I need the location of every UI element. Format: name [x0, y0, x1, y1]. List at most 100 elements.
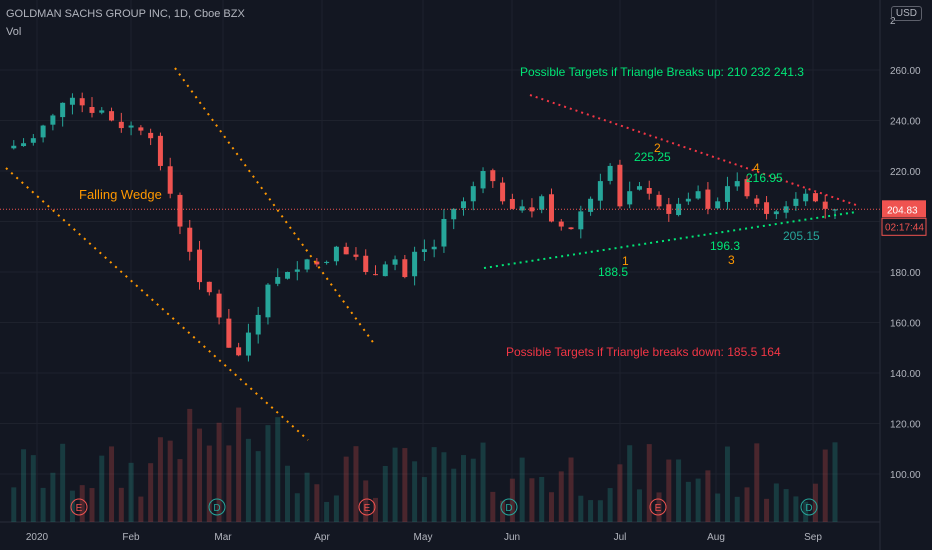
y-tick-label: 220.00: [890, 167, 921, 178]
candle-body: [773, 211, 779, 215]
annotation-text: Possible Targets if Triangle breaks down…: [506, 345, 781, 359]
triangle-top-line: [529, 94, 857, 206]
volume-label: Vol: [6, 26, 22, 38]
candle-body: [451, 208, 457, 220]
y-tick-label: 2: [890, 16, 896, 27]
candle-body: [832, 209, 838, 211]
candle-body: [30, 138, 36, 143]
volume-bar: [216, 422, 222, 522]
candle-body: [607, 165, 613, 181]
volume-bar: [783, 489, 789, 522]
volume-bar: [50, 472, 56, 522]
candle-body: [294, 269, 300, 272]
y-tick-label: 140.00: [890, 369, 921, 380]
event-marker-icon[interactable]: [800, 498, 818, 516]
candle-body: [69, 97, 75, 105]
volume-bar: [724, 446, 730, 522]
candle-body: [99, 110, 105, 113]
symbol-title[interactable]: GOLDMAN SACHS GROUP INC, 1D, Cboe BZX: [6, 8, 245, 20]
volume-bar: [412, 461, 418, 522]
event-marker-icon[interactable]: [649, 498, 667, 516]
volume-bar: [324, 501, 330, 522]
candle-body: [216, 293, 222, 318]
event-marker-label: D: [213, 503, 220, 514]
countdown-value: 02:17:44: [885, 222, 924, 233]
volume-bar: [754, 443, 760, 522]
candle-body: [197, 249, 203, 283]
volume-bar: [148, 463, 154, 522]
volume-bar: [11, 487, 17, 522]
candle-body: [695, 191, 701, 199]
candle-body: [656, 194, 662, 207]
volume-bar: [480, 442, 486, 522]
annotation-text: 225.25: [634, 150, 671, 164]
x-tick-label: Aug: [707, 532, 725, 543]
x-tick-label: Jul: [614, 532, 627, 543]
candle-body: [138, 127, 144, 131]
candle-body: [167, 166, 173, 194]
candle-body: [177, 194, 183, 227]
x-tick-label: 2020: [26, 532, 49, 543]
volume-bar: [705, 470, 711, 522]
volume-bar: [197, 428, 203, 522]
candle-body: [245, 332, 251, 356]
volume-bar: [764, 498, 770, 522]
volume-bar: [460, 455, 466, 522]
candle-body: [21, 143, 27, 147]
candle-body: [324, 261, 330, 263]
candle-body: [109, 111, 115, 121]
candle-body: [236, 347, 242, 356]
volume-bar: [607, 488, 613, 522]
volume-bar: [128, 462, 134, 522]
candle-body: [50, 115, 56, 125]
candle-body: [803, 193, 809, 202]
last-price-value: 204.83: [887, 205, 918, 216]
annotation-text: 205.15: [783, 229, 820, 243]
volume-bar: [138, 496, 144, 522]
currency-badge[interactable]: USD: [890, 6, 922, 21]
candle-body: [11, 145, 17, 149]
candle-body: [705, 189, 711, 209]
event-marker-icon[interactable]: [208, 498, 226, 516]
event-marker-label: D: [805, 503, 812, 514]
annotation-text: 188.5: [598, 265, 628, 279]
volume-bar: [627, 445, 633, 522]
volume-bar: [167, 440, 173, 522]
volume-bar: [30, 455, 36, 522]
event-marker-label: E: [655, 503, 662, 514]
volume-bar: [578, 495, 584, 522]
volume-bar: [646, 444, 652, 522]
candle-body: [353, 254, 359, 257]
candle-body: [382, 264, 388, 277]
event-marker-icon[interactable]: [500, 498, 518, 516]
candle-body: [715, 201, 721, 209]
candle-body: [431, 246, 437, 250]
volume-bar: [343, 456, 349, 522]
volume-bar: [539, 476, 545, 522]
volume-bar: [245, 438, 251, 522]
volume-bar: [382, 465, 388, 522]
x-tick-label: Apr: [314, 532, 330, 543]
candle-body: [734, 181, 740, 187]
volume-bar: [793, 496, 799, 522]
volume-bar: [40, 487, 46, 522]
candle-body: [118, 121, 124, 129]
candle-body: [812, 193, 818, 202]
volume-bar: [353, 446, 359, 522]
volume-bar: [89, 488, 95, 522]
event-marker-icon[interactable]: [358, 498, 376, 516]
volume-bar: [187, 408, 193, 522]
candle-body: [373, 274, 379, 276]
candle-body: [548, 194, 554, 222]
candle-body: [470, 186, 476, 202]
candle-body: [187, 227, 193, 252]
annotation-text: 1: [622, 254, 629, 268]
annotation-text: Falling Wedge: [79, 187, 162, 202]
candle-body: [627, 191, 633, 205]
event-marker-icon[interactable]: [70, 498, 88, 516]
candle-body: [568, 227, 574, 230]
candle-body: [490, 170, 496, 182]
candle-body: [500, 182, 506, 202]
volume-bar: [734, 496, 740, 522]
